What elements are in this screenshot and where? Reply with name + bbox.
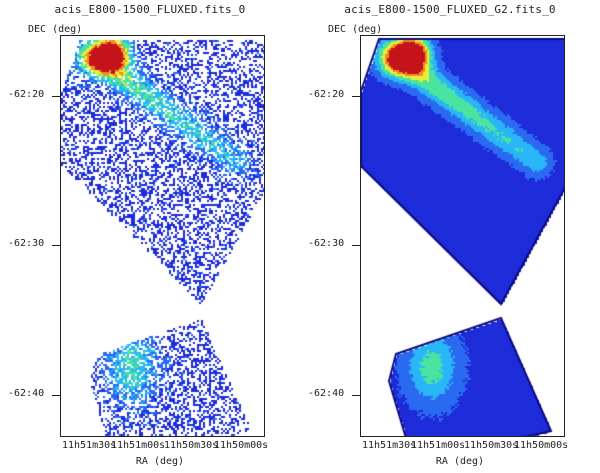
right-ytick-mark	[352, 96, 360, 97]
left-ytick-mark	[52, 245, 60, 246]
right-xtick-label: 11h50m00s	[514, 440, 569, 451]
left-xtick-label: 11h50m30s	[164, 440, 219, 451]
right-xray-image-smoothed	[361, 36, 564, 436]
left-ytick-mark	[52, 395, 60, 396]
right-image-panel: acis_E800-1500_FLUXED_G2.fits_0 DEC (deg…	[300, 0, 600, 473]
left-ytick-label: -62:20	[8, 89, 45, 100]
left-ra-axis-label: RA (deg)	[135, 456, 185, 467]
right-panel-title: acis_E800-1500_FLUXED_G2.fits_0	[344, 3, 556, 16]
right-xtick-label: 11h51m30s	[362, 440, 417, 451]
right-dec-axis-label: DEC (deg)	[328, 24, 383, 35]
left-dec-axis-label: DEC (deg)	[28, 24, 83, 35]
right-ytick-label: -62:30	[308, 238, 345, 249]
left-panel-title: acis_E800-1500_FLUXED.fits_0	[54, 3, 246, 16]
right-ra-axis-label: RA (deg)	[435, 456, 485, 467]
left-xtick-label: 11h51m30s	[62, 440, 117, 451]
left-ytick-mark	[52, 96, 60, 97]
right-ytick-mark	[352, 395, 360, 396]
right-ytick-label: -62:40	[308, 388, 345, 399]
left-image-panel: acis_E800-1500_FLUXED.fits_0 DEC (deg) -…	[8, 3, 269, 467]
right-ytick-label: -62:20	[308, 89, 345, 100]
left-image-plot[interactable]	[60, 35, 265, 437]
left-ytick-label: -62:30	[8, 238, 45, 249]
left-xtick-label: 11h51m00s	[111, 440, 166, 451]
right-image-plot[interactable]	[360, 35, 565, 437]
left-xray-image	[61, 36, 264, 436]
left-ytick-label: -62:40	[8, 388, 45, 399]
right-xtick-label: 11h51m00s	[411, 440, 466, 451]
right-xtick-label: 11h50m30s	[464, 440, 519, 451]
right-ytick-mark	[352, 245, 360, 246]
left-xtick-label: 11h50m00s	[214, 440, 269, 451]
